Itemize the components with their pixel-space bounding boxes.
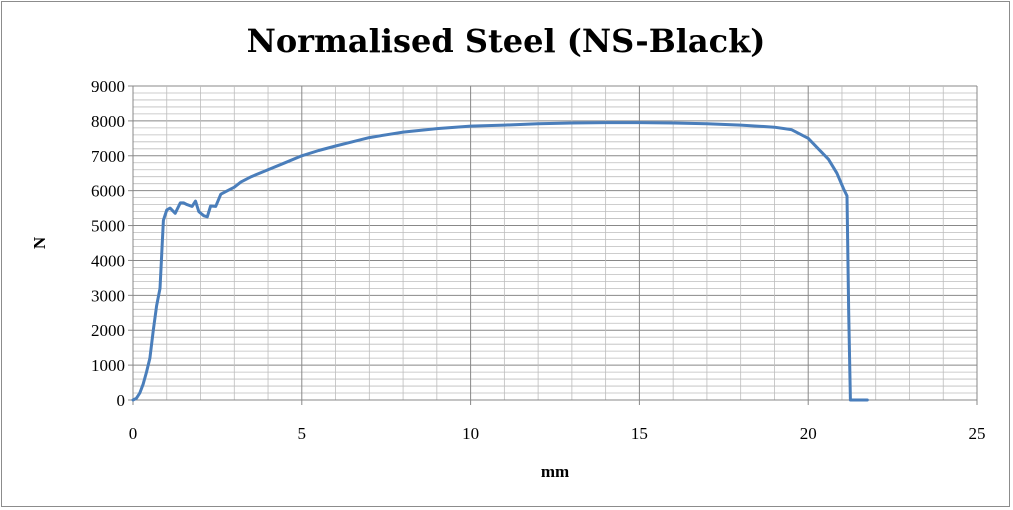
series-group — [131, 121, 869, 402]
axes — [128, 85, 978, 405]
y-tick-label: 1000 — [91, 356, 125, 375]
y-tick-label: 2000 — [91, 321, 125, 340]
x-tick-label: 0 — [129, 424, 138, 443]
y-tick-label: 9000 — [91, 77, 125, 96]
y-tick-label: 5000 — [91, 217, 125, 236]
y-tick-label: 4000 — [91, 251, 125, 270]
x-tick-label: 15 — [631, 424, 648, 443]
x-axis-tick-labels: 0 5 10 15 20 25 — [129, 424, 986, 443]
y-tick-label: 3000 — [91, 286, 125, 305]
series-line — [131, 121, 869, 402]
y-tick-label: 7000 — [91, 147, 125, 166]
x-tick-label: 5 — [298, 424, 307, 443]
chart-title: Normalised Steel (NS-Black) — [247, 22, 766, 60]
y-axis-label: N — [30, 236, 49, 249]
y-tick-label: 6000 — [91, 182, 125, 201]
x-tick-label: 25 — [969, 424, 986, 443]
x-axis-label: mm — [541, 462, 569, 481]
x-tick-label: 20 — [800, 424, 817, 443]
x-tick-label: 10 — [462, 424, 479, 443]
y-tick-label: 0 — [117, 391, 126, 410]
y-tick-label: 8000 — [91, 112, 125, 131]
y-axis-tick-labels: 0 1000 2000 3000 4000 5000 6000 7000 8000 9000 — [91, 77, 125, 410]
